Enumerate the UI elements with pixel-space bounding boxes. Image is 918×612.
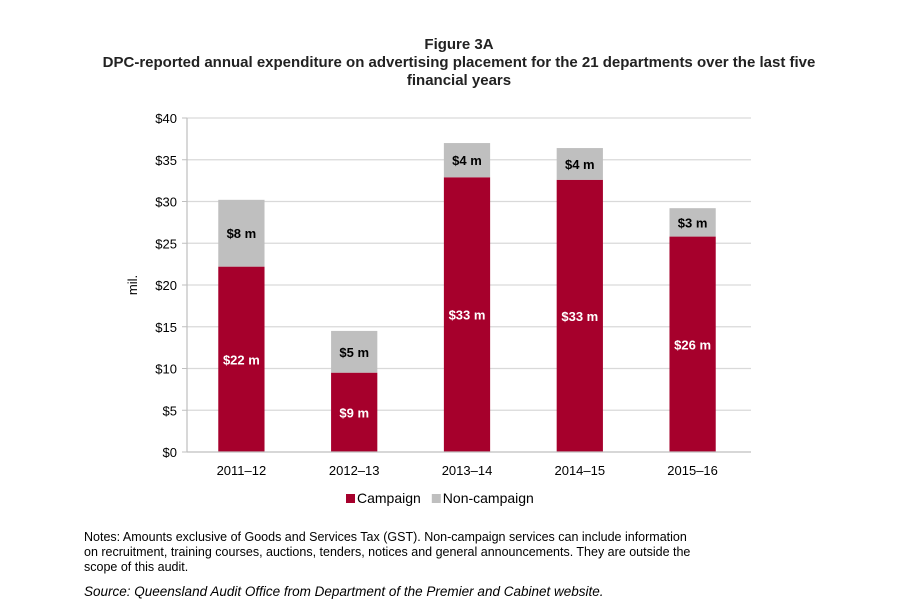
bar-campaign <box>218 266 265 452</box>
chart-title: DPC-reported annual expenditure on adver… <box>102 54 816 89</box>
y-tick-label: $20 <box>155 278 177 293</box>
y-tick-label: $15 <box>155 320 177 335</box>
source-text: Source: Queensland Audit Office from Dep… <box>84 584 604 599</box>
data-label: $8 m <box>227 226 257 241</box>
legend-swatch-non-campaign <box>431 494 441 503</box>
data-label: $3 m <box>678 215 708 230</box>
y-tick-label: $30 <box>155 195 177 210</box>
legend: Campaign Non-campaign <box>346 490 534 506</box>
bar-campaign <box>669 236 716 452</box>
y-tick-label: $25 <box>155 236 177 251</box>
x-tick-label: 2014–15 <box>554 463 605 478</box>
data-label: $26 m <box>674 337 711 352</box>
notes-text: Notes: Amounts exclusive of Goods and Se… <box>84 530 691 574</box>
figure-label: Figure 3A <box>424 36 494 53</box>
bar-non-campaign <box>556 148 603 180</box>
y-axis: $0 $5 $10 $15 $20 $25 $30 $35 $40 <box>155 111 188 460</box>
data-label: $4 m <box>452 153 482 168</box>
bar-non-campaign <box>331 330 378 373</box>
data-label: $33 m <box>449 308 486 323</box>
x-tick-label: 2015–16 <box>667 463 718 478</box>
x-axis: 2011–12 2012–13 2013–14 2014–15 2015–16 <box>187 451 751 478</box>
x-tick-label: 2013–14 <box>442 463 493 478</box>
legend-label: Campaign <box>357 490 421 506</box>
bar-non-campaign <box>218 199 265 267</box>
bar-non-campaign <box>443 143 491 178</box>
x-tick-label: 2012–13 <box>329 463 380 478</box>
bar-non-campaign <box>669 208 716 237</box>
bar-campaign <box>556 179 603 453</box>
data-label: $4 m <box>565 157 595 172</box>
y-tick-label: $0 <box>163 445 177 460</box>
bar-campaign <box>331 372 378 452</box>
legend-label: Non-campaign <box>443 490 534 506</box>
y-axis-label: mil. <box>125 275 140 295</box>
y-tick-label: $5 <box>163 403 177 418</box>
data-label: $33 m <box>561 309 598 324</box>
y-tick-label: $10 <box>155 362 177 377</box>
y-tick-label: $40 <box>155 111 177 126</box>
figure-title-block: Figure 3A DPC-reported annual expenditur… <box>0 36 918 90</box>
legend-swatch-campaign <box>346 494 355 503</box>
data-label: $22 m <box>223 352 260 367</box>
y-tick-label: $35 <box>155 153 177 168</box>
data-label: $9 m <box>339 405 369 420</box>
bar-campaign <box>443 177 491 452</box>
bars: $22 m $8 m $9 m $5 m $33 m $4 m $33 m $4 m $26 m… <box>218 143 716 453</box>
data-label: $5 m <box>339 345 369 360</box>
x-tick-label: 2011–12 <box>217 463 267 478</box>
